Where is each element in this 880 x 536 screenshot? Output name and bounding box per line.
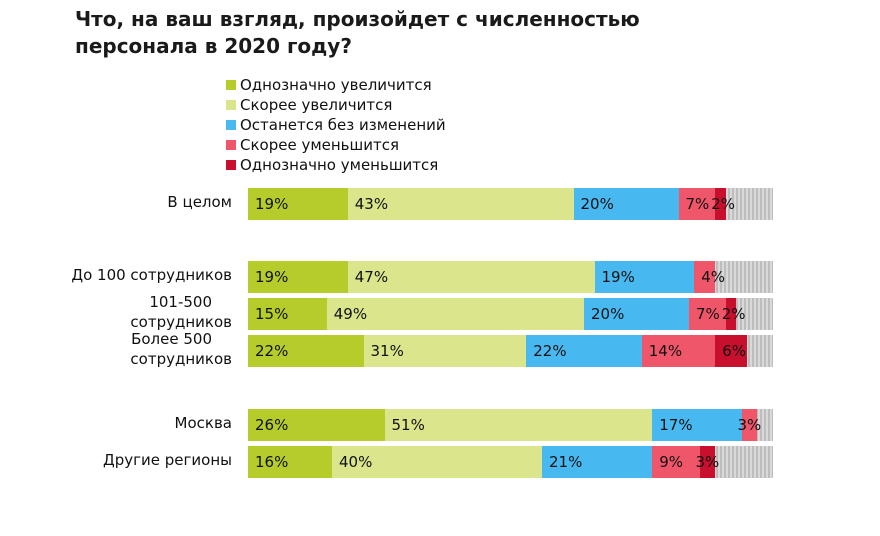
data-label: 51% [391, 416, 425, 434]
legend-item: Скорее уменьшится [226, 135, 446, 155]
data-label: 47% [354, 268, 389, 286]
data-label: 31% [370, 342, 404, 360]
data-label: 3% [695, 453, 720, 471]
category-label-line: Более 500 [131, 330, 212, 348]
bar-segment: 14% [641, 335, 716, 367]
legend-label: Скорее уменьшится [240, 136, 400, 154]
bar-segment: 2% [722, 298, 746, 330]
data-label: 40% [339, 453, 373, 471]
bar-segment: 19% [594, 261, 695, 293]
data-label: 3% [737, 416, 762, 434]
category-label: Москва [174, 414, 232, 432]
data-label: 49% [333, 305, 368, 323]
data-label: 22% [255, 342, 289, 360]
data-label: 22% [533, 342, 567, 360]
data-label: 15% [255, 305, 289, 323]
legend: Однозначно увеличится Скорее увеличится Ос… [226, 75, 446, 175]
data-label: 16% [255, 453, 289, 471]
legend-item: Останется без изменений [226, 115, 446, 135]
bar-segment: 7% [689, 298, 726, 330]
data-label: 26% [255, 416, 289, 434]
bar-segment: 16% [248, 446, 332, 478]
bar-segment: 40% [332, 446, 542, 478]
chart-title: Что, на ваш взгляд, произойдет с численн… [75, 7, 640, 58]
legend-swatch [226, 100, 236, 110]
bar-segment: 17% [652, 409, 742, 441]
bar-segment: 4% [694, 261, 725, 293]
legend-label: Однозначно уменьшится [240, 156, 439, 174]
bar-segment: 9% [652, 446, 700, 478]
category-label-line: 101-500 [149, 293, 212, 311]
legend-swatch [226, 140, 236, 150]
category-label-line: сотрудников [130, 313, 232, 331]
legend-item: Скорее увеличится [226, 95, 446, 115]
bar-segment: 31% [363, 335, 527, 367]
data-label: 9% [659, 453, 684, 471]
bar-segment: 19% [248, 261, 348, 293]
legend-label: Останется без изменений [240, 116, 446, 134]
data-label: 2% [711, 195, 736, 213]
bar-segment: 22% [526, 335, 642, 367]
bar-segment: 43% [347, 188, 574, 220]
data-label: 20% [591, 305, 625, 323]
data-label: 7% [696, 305, 720, 323]
legend-swatch [226, 120, 236, 130]
legend-label: Скорее увеличится [240, 96, 393, 114]
data-label: 19% [601, 268, 635, 286]
bar-segment: 3% [738, 409, 761, 441]
data-label: 4% [701, 268, 726, 286]
bar-segment: 49% [326, 298, 584, 330]
bar-segment: 6% [715, 335, 747, 367]
bar-segment: 7% [678, 188, 716, 220]
bar-segment: 21% [542, 446, 653, 478]
data-label: 2% [721, 305, 746, 323]
data-label: 14% [648, 342, 683, 360]
bar-segment: 3% [696, 446, 719, 478]
data-label: 43% [354, 195, 389, 213]
data-label: 19% [255, 195, 289, 213]
data-label: 19% [255, 268, 289, 286]
bar-segment: 26% [248, 409, 385, 441]
data-label: 17% [659, 416, 693, 434]
legend-swatch [226, 160, 236, 170]
bar-segment: 19% [248, 188, 348, 220]
bar-segment: 2% [711, 188, 735, 220]
legend-label: Однозначно увеличится [240, 76, 432, 94]
bar-segment: 51% [384, 409, 653, 441]
data-label: 21% [549, 453, 583, 471]
category-label: Более 500 сотрудников [0, 329, 232, 369]
category-label: Другие регионы [103, 451, 232, 469]
category-label: До 100 сотрудников [71, 266, 232, 284]
bar-segment: 20% [573, 188, 679, 220]
legend-swatch [226, 80, 236, 90]
bar-segment: 20% [584, 298, 689, 330]
bar-segment: 47% [347, 261, 595, 293]
legend-item: Однозначно увеличится [226, 75, 446, 95]
category-label: В целом [167, 193, 232, 211]
data-label: 6% [722, 342, 747, 360]
legend-item: Однозначно уменьшится [226, 155, 446, 175]
category-label: 101-500 сотрудников [0, 292, 232, 332]
data-label: 7% [685, 195, 710, 213]
bar-segment: 15% [248, 298, 327, 330]
data-label: 20% [580, 195, 614, 213]
bar-segment: 22% [248, 335, 364, 367]
category-label-line: сотрудников [130, 350, 232, 368]
